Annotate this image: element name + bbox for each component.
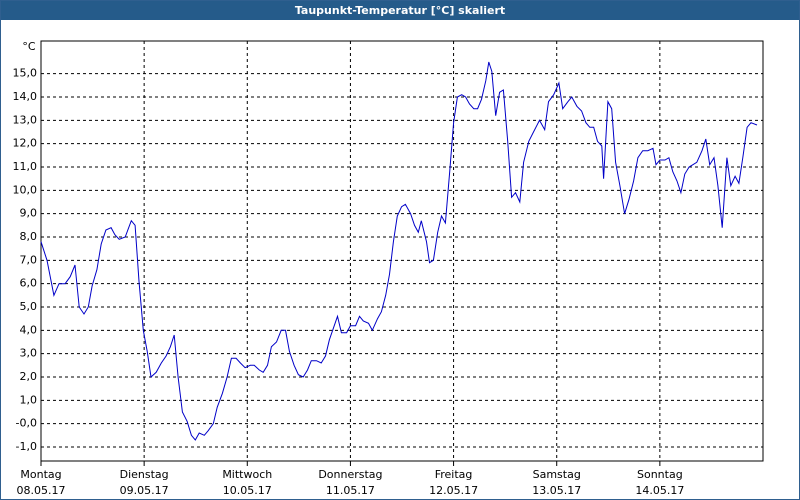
y-tick-label: 13,0 bbox=[13, 113, 38, 126]
y-tick-label: 3,0 bbox=[20, 347, 38, 360]
x-tick-label: Mittwoch bbox=[222, 468, 272, 481]
data-line bbox=[40, 61, 758, 441]
x-tick-label: Samstag bbox=[533, 468, 581, 481]
x-tick-date: 08.05.17 bbox=[17, 484, 66, 497]
y-tick-label: 7,0 bbox=[20, 253, 38, 266]
y-tick-label: 2,0 bbox=[20, 370, 38, 383]
x-tick-date: 10.05.17 bbox=[223, 484, 272, 497]
plot-area bbox=[40, 40, 764, 462]
y-tick-label: 6,0 bbox=[20, 277, 38, 290]
x-tick-label: Dienstag bbox=[120, 468, 169, 481]
y-tick-label: 5,0 bbox=[20, 300, 38, 313]
x-tick-date: 13.05.17 bbox=[532, 484, 581, 497]
y-tick-label: -0,0 bbox=[16, 417, 37, 430]
x-tick-label: Sonntag bbox=[637, 468, 683, 481]
x-tick-label: Donnerstag bbox=[318, 468, 382, 481]
chart-title: Taupunkt-Temperatur [°C] skaliert bbox=[1, 1, 799, 20]
y-tick-label: 15,0 bbox=[13, 67, 38, 80]
y-tick-label: 8,0 bbox=[20, 230, 38, 243]
y-tick-label: 14,0 bbox=[13, 90, 38, 103]
y-tick-label: 9,0 bbox=[20, 207, 38, 220]
x-tick-label: Freitag bbox=[435, 468, 473, 481]
y-tick-label: 10,0 bbox=[13, 183, 38, 196]
y-tick-label: 12,0 bbox=[13, 137, 38, 150]
x-tick-label: Montag bbox=[20, 468, 61, 481]
y-tick-label: 11,0 bbox=[13, 160, 38, 173]
y-tick-label: 1,0 bbox=[20, 393, 38, 406]
x-tick-date: 09.05.17 bbox=[120, 484, 169, 497]
y-axis-label: °C bbox=[22, 40, 36, 53]
x-tick-date: 11.05.17 bbox=[326, 484, 375, 497]
x-tick-date: 12.05.17 bbox=[429, 484, 478, 497]
y-tick-label: 4,0 bbox=[20, 323, 38, 336]
x-tick-date: 14.05.17 bbox=[635, 484, 684, 497]
y-tick-label: -1,0 bbox=[16, 440, 37, 453]
